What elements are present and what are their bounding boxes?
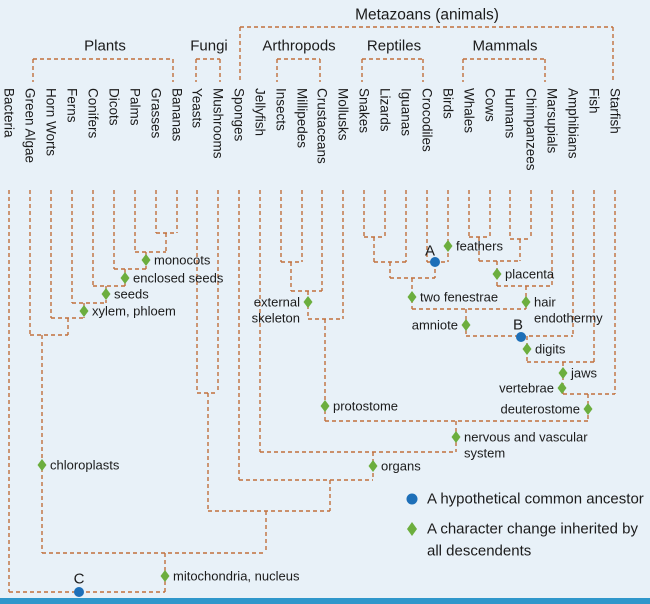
leaf-label-whales: Whales xyxy=(462,88,477,133)
legend-diamond-icon xyxy=(407,522,417,536)
character-diamond-protostome xyxy=(320,400,330,412)
leaf-label-insects: Insects xyxy=(274,88,289,131)
character-label-mitochondria-nucleus: mitochondria, nucleus xyxy=(173,569,300,584)
group-label-fungi: Fungi xyxy=(190,38,228,55)
character-label-external-skeleton: skeleton xyxy=(252,311,300,326)
leaf-label-bacteria: Bacteria xyxy=(2,88,17,138)
leaf-label-lizards: Lizards xyxy=(378,88,393,132)
character-diamond-monocots xyxy=(141,254,151,266)
character-label-xylem-phloem: xylem, phloem xyxy=(92,304,176,319)
ancestor-dot-b xyxy=(516,332,526,342)
leaf-label-horn-worts: Horn Worts xyxy=(44,88,59,156)
character-diamond-hair-endothermy xyxy=(521,296,531,308)
character-diamond-feathers xyxy=(443,240,453,252)
group-label-arthropods: Arthropods xyxy=(262,38,335,55)
legend-text: all descendents xyxy=(427,543,531,560)
leaf-label-birds: Birds xyxy=(441,88,456,119)
leaf-label-mollusks: Mollusks xyxy=(336,88,351,141)
leaf-label-fish: Fish xyxy=(587,88,602,114)
character-diamond-chloroplasts xyxy=(37,459,47,471)
ancestor-dot-c xyxy=(74,587,84,597)
character-diamond-mitochondria-nucleus xyxy=(160,570,170,582)
character-diamond-digits xyxy=(522,343,532,355)
leaf-label-green-algae: Green Algae xyxy=(23,88,38,163)
leaf-label-millipedes: Millipedes xyxy=(295,88,310,148)
character-diamond-vertebrae xyxy=(557,382,567,394)
character-label-hair-endothermy: hair xyxy=(534,295,556,310)
leaf-label-cows: Cows xyxy=(483,88,498,122)
character-label-placenta: placenta xyxy=(505,267,555,282)
ancestor-dot-a xyxy=(430,257,440,267)
leaf-label-humans: Humans xyxy=(503,88,518,139)
character-diamond-nervous-and-vascular-system xyxy=(451,431,461,443)
character-diamond-jaws xyxy=(558,367,568,379)
leaf-label-ferns: Ferns xyxy=(65,88,80,123)
character-label-seeds: seeds xyxy=(114,287,149,302)
character-label-nervous-and-vascular-system: system xyxy=(464,446,505,461)
leaf-label-bananas: Bananas xyxy=(170,88,185,142)
character-label-chloroplasts: chloroplasts xyxy=(50,458,120,473)
leaf-label-grasses: Grasses xyxy=(149,88,164,139)
character-label-amniote: amniote xyxy=(412,318,458,333)
leaf-label-starfish: Starfish xyxy=(608,88,623,134)
footer-bar xyxy=(0,598,650,604)
leaf-label-yeasts: Yeasts xyxy=(190,88,205,128)
leaf-label-crustaceans: Crustaceans xyxy=(315,88,330,164)
group-label-reptiles: Reptiles xyxy=(367,38,421,55)
character-diamond-enclosed-seeds xyxy=(120,272,130,284)
character-diamond-amniote xyxy=(461,319,471,331)
character-label-hair-endothermy: endothermy xyxy=(534,311,603,326)
group-label-mammals: Mammals xyxy=(472,38,537,55)
legend-dot-icon xyxy=(406,493,418,505)
character-diamond-two-fenestrae xyxy=(407,291,417,303)
character-label-external-skeleton: external xyxy=(254,295,300,310)
character-label-feathers: feathers xyxy=(456,239,503,254)
leaf-label-snakes: Snakes xyxy=(357,88,372,133)
leaf-label-jellyfish: Jellyfish xyxy=(253,88,268,136)
ancestor-label-b: B xyxy=(513,317,523,334)
character-label-monocots: monocots xyxy=(154,253,211,268)
character-label-protostome: protostome xyxy=(333,399,398,414)
group-label-plants: Plants xyxy=(84,38,126,55)
legend-text: A hypothetical common ancestor xyxy=(427,491,644,508)
leaf-label-mushrooms: Mushrooms xyxy=(211,88,226,159)
character-diamond-placenta xyxy=(492,268,502,280)
character-label-deuterostome: deuterostome xyxy=(501,402,581,417)
leaf-label-chimpanzees: Chimpanzees xyxy=(524,88,539,171)
leaf-label-palms: Palms xyxy=(128,88,143,126)
leaf-label-dicots: Dicots xyxy=(107,88,122,126)
character-label-enclosed-seeds: enclosed seeds xyxy=(133,271,224,286)
character-label-nervous-and-vascular-system: nervous and vascular xyxy=(464,430,588,445)
character-diamond-seeds xyxy=(101,288,111,300)
group-label-metazoans: Metazoans (animals) xyxy=(355,7,499,24)
character-label-digits: digits xyxy=(535,342,566,357)
leaf-label-marsupials: Marsupials xyxy=(545,88,560,154)
character-label-vertebrae: vertebrae xyxy=(499,381,554,396)
ancestor-label-a: A xyxy=(425,243,435,260)
character-label-organs: organs xyxy=(381,459,421,474)
character-diamond-xylem-phloem xyxy=(79,305,89,317)
leaf-label-amphibians: Amphibians xyxy=(566,88,581,159)
leaf-label-iguanas: Iguanas xyxy=(399,88,414,136)
leaf-label-sponges: Sponges xyxy=(232,88,247,142)
character-label-two-fenestrae: two fenestrae xyxy=(420,290,498,305)
character-diamond-deuterostome xyxy=(583,403,593,415)
ancestor-label-c: C xyxy=(74,571,85,588)
legend-text: A character change inherited by xyxy=(427,521,638,538)
character-diamond-organs xyxy=(368,460,378,472)
leaf-label-crocodiles: Crocodiles xyxy=(420,88,435,152)
leaf-label-conifers: Conifers xyxy=(86,88,101,139)
character-label-jaws: jaws xyxy=(570,366,598,381)
character-diamond-external-skeleton xyxy=(303,296,313,308)
